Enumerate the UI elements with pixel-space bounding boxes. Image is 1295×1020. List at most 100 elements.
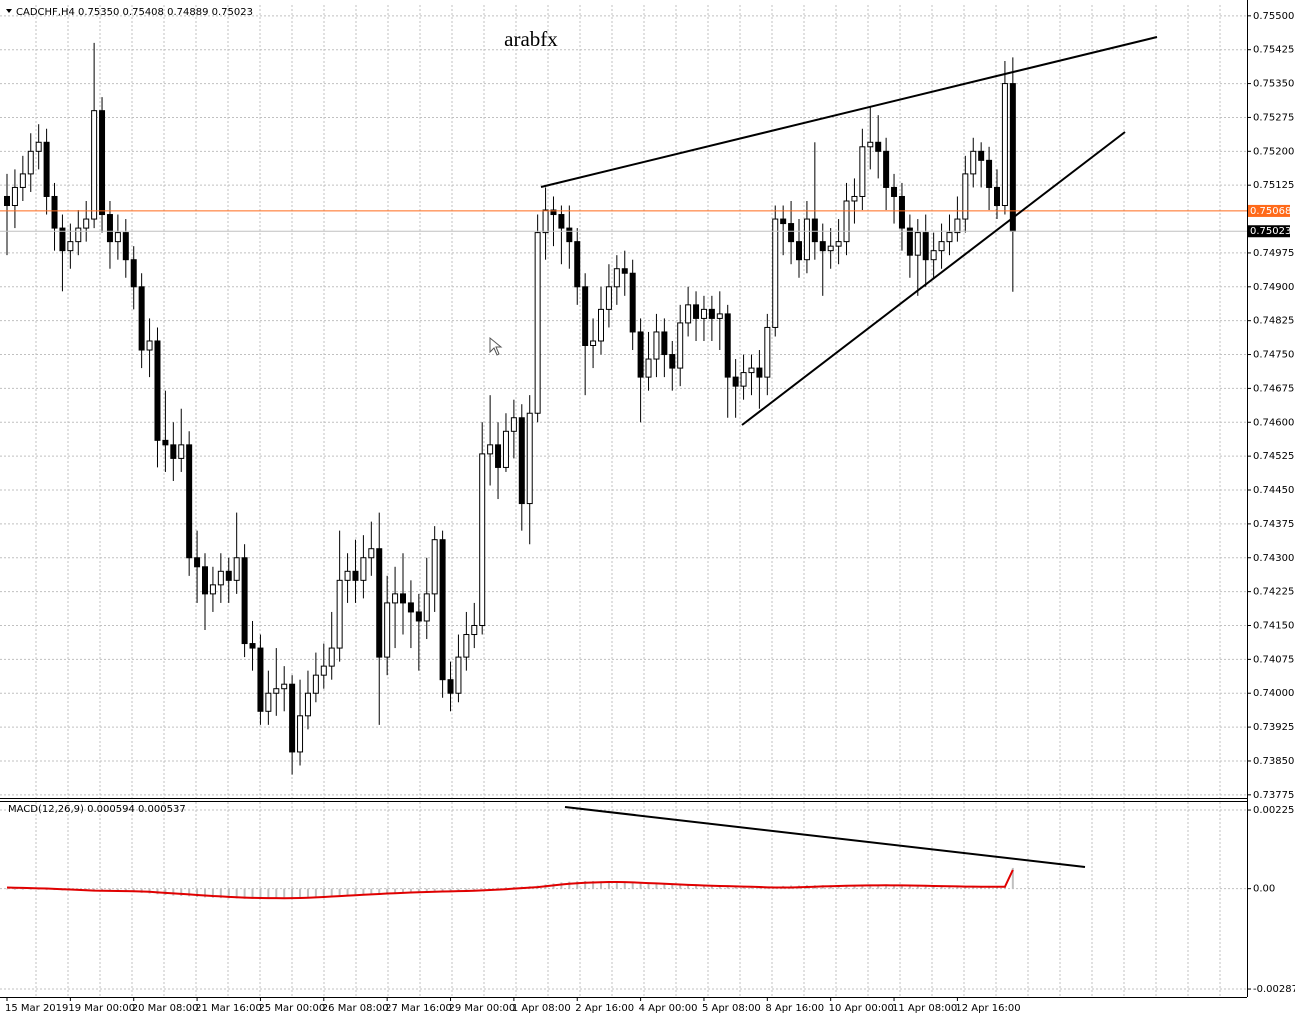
candle-body [898, 195, 905, 229]
y-tick-label: 0.74450 [1253, 485, 1294, 496]
menu-arrow[interactable] [6, 9, 12, 13]
candle-body [590, 340, 597, 347]
candle-body [328, 647, 335, 667]
candle-body [796, 241, 802, 261]
candle-body [146, 340, 153, 351]
candle-body [4, 195, 10, 207]
candle-body [732, 376, 739, 387]
x-tick-label: 10 Apr 00:00 [829, 1003, 894, 1014]
candle-body [178, 444, 185, 459]
candle-body [558, 214, 565, 229]
candle-body [471, 624, 478, 636]
trend-line[interactable] [540, 36, 1158, 188]
candle-body [122, 232, 129, 261]
y-tick-label: 0.74975 [1253, 248, 1294, 259]
candle-body [542, 209, 549, 234]
candle-body [455, 656, 462, 694]
candle-body [479, 453, 486, 626]
candle-body [708, 308, 715, 319]
candle-body [835, 241, 842, 247]
y-tick-label: 0.73925 [1253, 722, 1294, 733]
candle-body [502, 430, 509, 468]
x-tick-label: 20 Mar 08:00 [132, 1003, 199, 1014]
x-tick-label: 19 Mar 00:00 [68, 1003, 135, 1014]
candle-body [360, 557, 367, 581]
candle-body [788, 223, 795, 243]
y-tick-label: 0.00 [1253, 884, 1275, 895]
y-tick-label: -0.002872 [1253, 984, 1295, 995]
candle-body [914, 232, 921, 256]
candle-body [859, 146, 866, 197]
candle-body [994, 186, 1000, 207]
candle-body [415, 611, 422, 622]
candle-body [67, 241, 74, 252]
x-tick-label: 25 Mar 00:00 [258, 1003, 325, 1014]
candle-body [130, 259, 137, 288]
candle-body [27, 150, 34, 175]
x-tick-label: 29 Mar 00:00 [449, 1003, 516, 1014]
candle-body [875, 141, 882, 152]
y-tick-label: 0.00225 [1253, 805, 1294, 816]
candle-body [312, 674, 319, 694]
signal-line [6, 869, 1014, 900]
candle-body [83, 218, 90, 229]
candle-body [368, 548, 375, 559]
y-tick-label: 0.74825 [1253, 316, 1294, 327]
candle-body [35, 141, 42, 152]
y-tick-label: 0.75350 [1253, 79, 1294, 90]
candle-body [954, 218, 961, 234]
y-tick-label: 0.74075 [1253, 654, 1294, 665]
candle-body [289, 683, 296, 753]
candle-body [241, 557, 248, 645]
candle-body [154, 340, 161, 441]
candle-body [463, 634, 470, 658]
indicator-header: MACD(12,26,9) 0.000594 0.000537 [8, 804, 186, 815]
x-tick-label: 5 Apr 08:00 [702, 1003, 761, 1014]
trend-line[interactable] [564, 806, 1086, 868]
candle-body [669, 354, 676, 369]
y-tick-label: 0.74150 [1253, 620, 1294, 631]
candle-body [297, 715, 304, 753]
candle-body [605, 286, 612, 310]
candle-body [1009, 83, 1016, 232]
candle-body [906, 227, 913, 256]
x-tick-label: 21 Mar 16:00 [195, 1003, 262, 1014]
candle-body [99, 110, 106, 216]
candle-body [11, 186, 18, 207]
candle-body [962, 173, 969, 220]
candle-body [281, 683, 288, 690]
candle-body [304, 692, 311, 717]
candle-body [257, 647, 264, 712]
candle-body [186, 444, 193, 559]
price-label-box [1248, 225, 1290, 238]
price-label: 0.75068 [1250, 206, 1291, 217]
trend-line[interactable] [741, 131, 1126, 426]
candle-body [392, 593, 399, 604]
candle-body [526, 412, 533, 505]
candle-body [225, 570, 232, 581]
y-tick-label: 0.75125 [1253, 180, 1294, 191]
candle-body [439, 539, 446, 681]
candle-body [613, 268, 620, 288]
candle-body [582, 286, 589, 347]
candle-body [970, 150, 977, 175]
candle-body [764, 326, 771, 378]
candle-body [629, 272, 636, 333]
candle-body [447, 679, 454, 694]
candle-body [843, 200, 850, 243]
candle-body [661, 331, 668, 356]
watermark: arabfx [504, 27, 558, 51]
candle-body [946, 232, 953, 243]
mouse-cursor [489, 336, 503, 356]
y-tick-label: 0.74600 [1253, 417, 1294, 428]
y-tick-label: 0.74375 [1253, 519, 1294, 530]
candle-body [249, 643, 256, 649]
x-tick-label: 2 Apr 16:00 [575, 1003, 634, 1014]
candle-body [566, 227, 573, 243]
price-label: 0.75023 [1250, 226, 1291, 237]
candle-body [75, 227, 82, 243]
candle-body [851, 195, 858, 202]
candle-body [170, 444, 177, 459]
y-tick-label: 0.75275 [1253, 112, 1294, 123]
